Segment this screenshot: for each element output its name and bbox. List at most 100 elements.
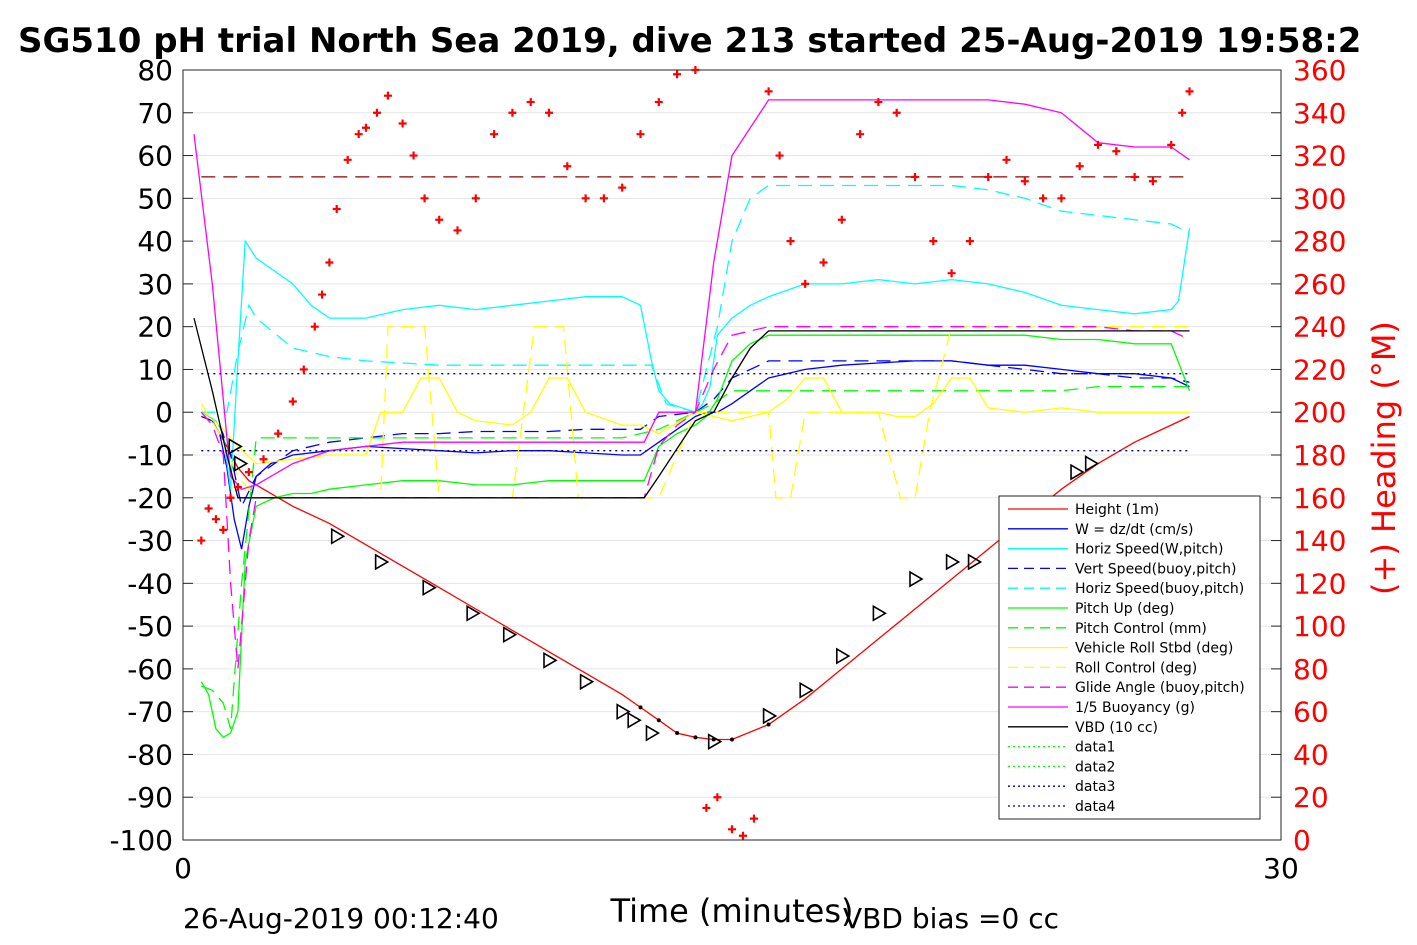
series-line-vbuoy	[200, 360, 1190, 509]
y-tick-label: -60	[127, 653, 173, 686]
triangle-marker	[799, 681, 814, 699]
heading-marker	[219, 525, 228, 534]
legend-label-hbuoy: Horiz Speed(buoy,pitch)	[1075, 581, 1244, 597]
heading-marker	[259, 455, 268, 464]
y2-tick-label: 280	[1293, 225, 1346, 258]
y-tick-label: 0	[155, 396, 173, 429]
height-sample-dot	[638, 705, 643, 710]
y-tick-label: 30	[137, 268, 173, 301]
footer-timestamp: 26-Aug-2019 00:12:40	[183, 902, 499, 935]
legend-label-rollctl: Roll Control (deg)	[1075, 660, 1197, 676]
y-tick-label: 10	[137, 353, 173, 386]
heading-marker	[471, 194, 480, 203]
heading-marker	[1178, 108, 1187, 117]
y2-tick-label: 160	[1293, 482, 1346, 515]
heading-markers	[197, 66, 1194, 840]
heading-marker	[618, 183, 627, 192]
y2-tick-label: 100	[1293, 610, 1346, 643]
heading-marker	[197, 536, 206, 545]
height-sample-dot	[766, 722, 771, 727]
heading-marker	[654, 98, 663, 107]
heading-marker	[453, 226, 462, 235]
heading-marker	[299, 365, 308, 374]
heading-marker	[713, 793, 722, 802]
y-tick-label: -40	[127, 567, 173, 600]
y2-tick-label: 20	[1293, 781, 1329, 814]
series-line-glide	[200, 326, 1190, 669]
heading-marker	[599, 194, 608, 203]
y-tick-label: 70	[137, 97, 173, 130]
triangle-marker	[645, 724, 661, 742]
y-tick-label: -20	[127, 482, 173, 515]
legend-label-hspeed: Horiz Speed(W,pitch)	[1075, 542, 1223, 558]
legend-label-data2: data2	[1075, 759, 1115, 775]
triangle-marker	[374, 553, 390, 571]
triangle-markers	[228, 438, 1100, 751]
heading-marker	[435, 215, 444, 224]
legend-label-data4: data4	[1075, 799, 1116, 815]
heading-marker	[420, 194, 429, 203]
heading-marker	[947, 269, 956, 278]
heading-marker	[786, 237, 795, 246]
y2-tick-label: 80	[1293, 653, 1329, 686]
y-tick-label: -90	[127, 781, 173, 814]
heading-marker	[310, 322, 319, 331]
y-tick-label: -10	[127, 439, 173, 472]
triangle-marker	[967, 553, 983, 571]
y2-tick-label: 180	[1293, 439, 1346, 472]
y-tick-label: -50	[127, 610, 173, 643]
triangle-marker	[543, 651, 558, 669]
y2-axis-label: (+) Heading (°M)	[1365, 321, 1403, 595]
heading-marker	[274, 429, 283, 438]
heading-marker	[354, 130, 363, 139]
y-tick-label: 40	[137, 225, 173, 258]
series-line-pitch	[200, 334, 1191, 739]
triangle-marker	[762, 707, 778, 725]
y2-tick-label: 140	[1293, 525, 1346, 558]
series-group	[193, 99, 1191, 742]
height-sample-dot	[693, 735, 698, 740]
heading-marker	[965, 237, 974, 246]
heading-marker	[1185, 87, 1194, 96]
triangle-marker	[228, 438, 243, 455]
legend-label-vbd: VBD (10 cc)	[1075, 720, 1158, 736]
heading-marker	[1002, 155, 1011, 164]
y2-tick-label: 260	[1293, 268, 1346, 301]
y-tick-label: 20	[137, 311, 173, 344]
height-sample-dot	[675, 731, 680, 736]
heading-marker	[1020, 177, 1029, 186]
triangle-marker	[1084, 455, 1100, 472]
y2-tick-label: 60	[1293, 696, 1329, 729]
y2-tick-label: 340	[1293, 97, 1346, 130]
heading-marker	[764, 87, 773, 96]
heading-marker	[545, 108, 553, 117]
y-tick-label: -80	[127, 738, 173, 771]
x-axis-ticks: 0 30	[174, 852, 1299, 885]
heading-marker	[1075, 162, 1084, 171]
triangle-marker	[616, 703, 631, 721]
series-line-roll	[200, 377, 1190, 465]
heading-marker	[581, 194, 590, 203]
x-axis-label: Time (minutes)	[610, 892, 854, 930]
y-tick-label: -70	[127, 696, 173, 729]
legend: Height (1m) W = dz/dt (cm/s) Horiz Speed(W…	[998, 495, 1261, 820]
heading-marker	[911, 172, 919, 181]
heading-marker	[1057, 194, 1066, 203]
triangle-marker	[872, 604, 887, 622]
heading-marker	[691, 66, 700, 74]
heading-marker	[288, 397, 297, 406]
heading-marker	[372, 108, 381, 117]
heading-marker	[398, 119, 407, 128]
heading-marker	[409, 151, 418, 160]
heading-marker	[929, 237, 938, 246]
heading-marker	[728, 825, 736, 834]
triangle-marker	[579, 673, 595, 691]
triangle-marker	[466, 604, 481, 622]
triangle-marker	[233, 455, 249, 472]
heading-marker	[1148, 177, 1157, 186]
series-line-hbuoy	[201, 184, 1190, 414]
heading-marker	[226, 493, 235, 502]
y2-tick-label: 40	[1293, 738, 1329, 771]
series-line-buoy	[193, 99, 1190, 490]
heading-marker	[819, 258, 828, 267]
